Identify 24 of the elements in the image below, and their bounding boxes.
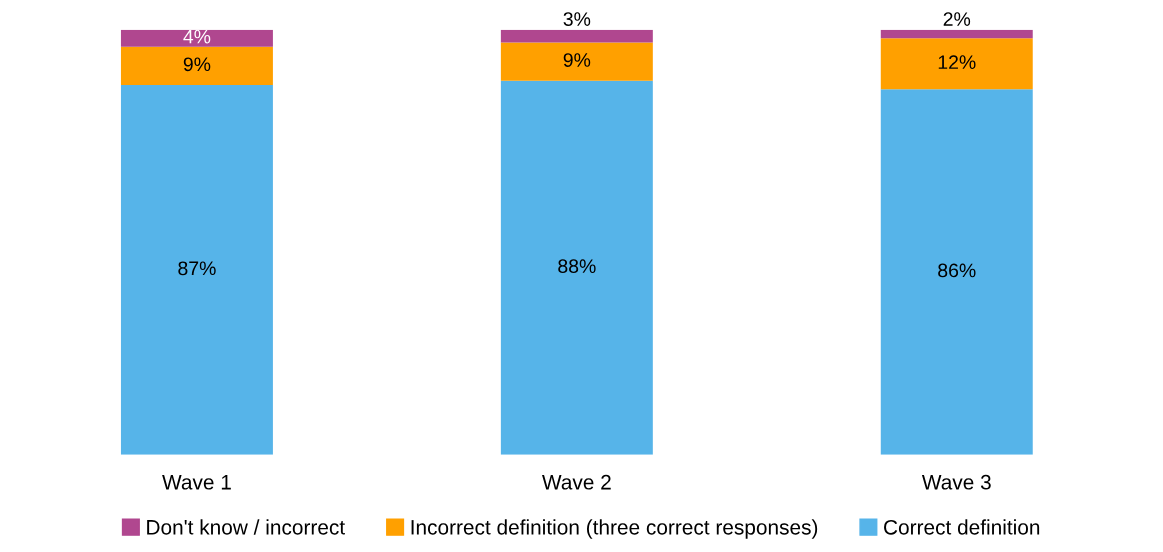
data-label: 2%: [943, 12, 971, 26]
legend-label: Correct definition: [884, 519, 1040, 535]
data-label: 3%: [563, 12, 591, 26]
bar: [880, 29, 1033, 39]
bar: [880, 89, 1033, 455]
bar: [500, 80, 653, 455]
legend-label: Incorrect definition (three correct responses): [411, 519, 818, 539]
data-label: 88%: [558, 259, 596, 274]
bar: [120, 46, 273, 86]
data-label: 9%: [563, 53, 591, 67]
x-tick-label: Wave 2: [542, 474, 611, 490]
bar: [880, 38, 1033, 90]
legend-label: Don't know / incorrect: [147, 519, 345, 535]
bar: [500, 29, 653, 43]
bar: [120, 29, 273, 47]
x-tick-label: Wave 3: [921, 474, 991, 490]
data-label: 86%: [938, 263, 976, 278]
bar: [120, 85, 273, 455]
x-tick-label: Wave 1: [162, 475, 231, 490]
bar: [500, 42, 653, 81]
data-label: 87%: [178, 261, 216, 276]
data-label: 12%: [938, 55, 976, 69]
data-label: 9%: [183, 57, 211, 72]
data-label: 4%: [183, 29, 211, 44]
